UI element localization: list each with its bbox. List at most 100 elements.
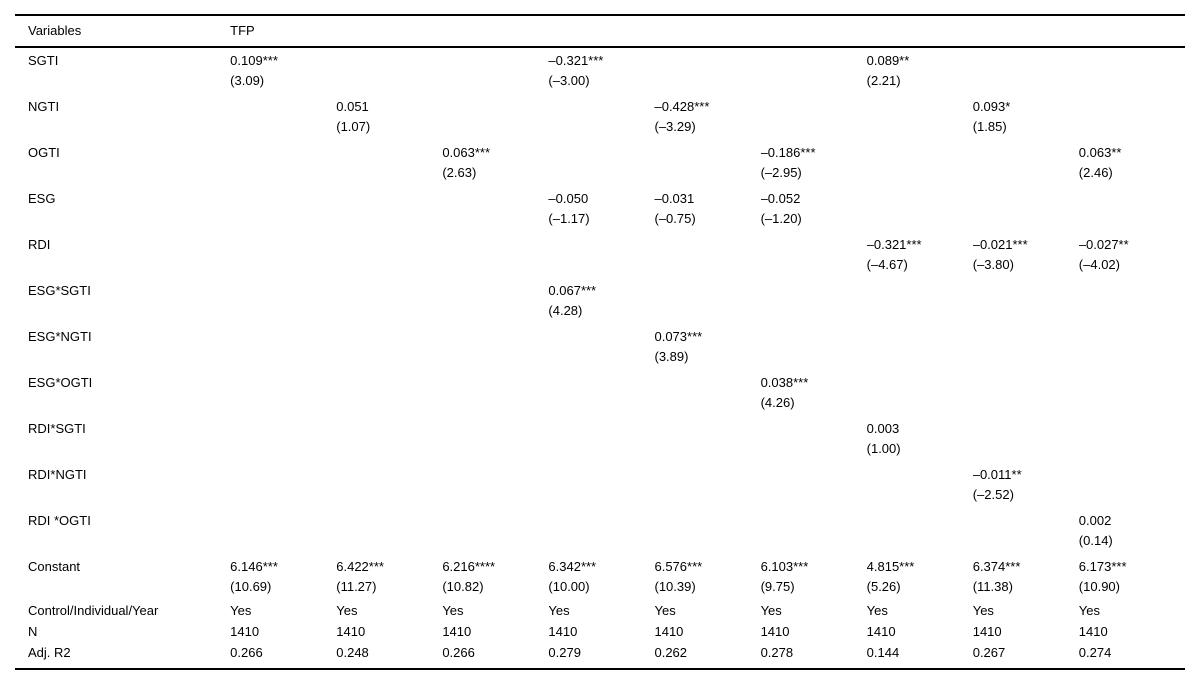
t-statistic: (2.46) — [1078, 165, 1113, 180]
coefficient-value: –0.428*** — [654, 99, 710, 114]
table-row: RDI *OGTI 0.002 (0.14) — [15, 508, 1185, 554]
t-statistic: (10.39) — [654, 579, 696, 594]
coefficient-cell — [654, 232, 760, 278]
coefficient-cell — [230, 508, 336, 554]
row-label: N — [28, 624, 38, 639]
coefficient-value: –0.050 — [548, 191, 589, 206]
coefficient-value: –0.031 — [654, 191, 695, 206]
coefficient-cell — [867, 324, 973, 370]
coefficient-cell — [442, 47, 548, 94]
coefficient-value: 0.073*** — [654, 329, 703, 344]
coefficient-cell — [230, 462, 336, 508]
coefficient-cell — [442, 94, 548, 140]
coefficient-value: 6.422*** — [336, 559, 384, 574]
coefficient-cell — [548, 462, 654, 508]
coefficient-cell — [1079, 324, 1185, 370]
table-row: ESG*SGTI 0.067*** (4.28) — [15, 278, 1185, 324]
coefficient-cell — [1079, 416, 1185, 462]
footer-value-cell: 1410 — [230, 624, 260, 639]
regression-table: Variables TFP SGTI 0.109*** (3.09) –0.321**… — [15, 14, 1185, 670]
t-statistic: (10.69) — [230, 579, 272, 594]
coefficient-cell — [654, 370, 760, 416]
t-statistic: (–4.67) — [866, 257, 908, 272]
coefficient-cell — [548, 416, 654, 462]
coefficient-cell — [761, 508, 867, 554]
coefficient-cell: –0.021*** (–3.80) — [973, 232, 1079, 278]
coefficient-cell — [548, 508, 654, 554]
coefficient-cell: –0.027** (–4.02) — [1079, 232, 1185, 278]
coefficient-cell — [336, 508, 442, 554]
coefficient-value: –0.052 — [760, 191, 801, 206]
coefficient-value: 0.002 — [1078, 513, 1112, 528]
row-label: ESG*OGTI — [28, 375, 93, 390]
row-label: ESG — [28, 191, 56, 206]
coefficient-cell: 0.073*** (3.89) — [654, 324, 760, 370]
coefficient-cell: 0.067*** (4.28) — [548, 278, 654, 324]
t-statistic: (1.00) — [866, 441, 901, 456]
t-statistic: (3.89) — [654, 349, 689, 364]
table-row: ESG*OGTI 0.038*** (4.26) — [15, 370, 1185, 416]
footer-value-cell: 1410 — [760, 624, 790, 639]
coefficient-cell — [654, 278, 760, 324]
footer-value-cell: Yes — [442, 603, 464, 618]
coefficient-cell: 0.063** (2.46) — [1079, 140, 1185, 186]
coefficient-cell — [654, 416, 760, 462]
coefficient-value: 0.089** — [866, 53, 910, 68]
coefficient-cell — [336, 462, 442, 508]
row-label: OGTI — [28, 145, 60, 160]
footer-value-cell: 0.279 — [548, 645, 581, 660]
t-statistic: (–2.52) — [972, 487, 1014, 502]
table-row: OGTI 0.063*** (2.63) –0.186*** (–2.95) 0.063*… — [15, 140, 1185, 186]
coefficient-cell — [973, 370, 1079, 416]
footer-value-cell: Yes — [866, 603, 888, 618]
t-statistic: (3.09) — [230, 73, 265, 88]
coefficient-cell — [442, 324, 548, 370]
coefficient-cell — [973, 416, 1079, 462]
row-label: ESG*NGTI — [28, 329, 92, 344]
coefficient-cell — [867, 140, 973, 186]
table-row: SGTI 0.109*** (3.09) –0.321*** (–3.00) 0.089*… — [15, 47, 1185, 94]
t-statistic: (1.07) — [336, 119, 371, 134]
t-statistic: (0.14) — [1078, 533, 1113, 548]
table-row: ESG –0.050 (–1.17) –0.031 (–0.75) –0.052 (–1.2… — [15, 186, 1185, 232]
coefficient-cell: –0.321*** (–4.67) — [867, 232, 973, 278]
coefficient-value: 6.374*** — [972, 559, 1021, 574]
coefficient-cell — [230, 232, 336, 278]
coefficient-cell: –0.052 (–1.20) — [761, 186, 867, 232]
coefficient-cell — [1079, 94, 1185, 140]
coefficient-cell: –0.186*** (–2.95) — [761, 140, 867, 186]
coefficient-cell: 4.815*** (5.26) — [867, 554, 973, 600]
coefficient-cell — [230, 324, 336, 370]
coefficient-cell — [761, 416, 867, 462]
t-statistic: (9.75) — [760, 579, 795, 594]
coefficient-cell — [336, 232, 442, 278]
coefficient-cell — [867, 278, 973, 324]
table-row: RDI*SGTI 0.003 (1.00) — [15, 416, 1185, 462]
coefficient-cell — [973, 186, 1079, 232]
coefficient-value: –0.027** — [1078, 237, 1129, 252]
coefficient-cell — [761, 47, 867, 94]
coefficient-cell: 0.003 (1.00) — [867, 416, 973, 462]
footer-value-cell: Yes — [1078, 603, 1101, 618]
coefficient-cell — [442, 186, 548, 232]
coefficient-value: 0.051 — [336, 99, 369, 114]
coefficient-value: 6.576*** — [654, 559, 703, 574]
footer-value-cell: Yes — [760, 603, 782, 618]
coefficient-cell — [336, 186, 442, 232]
coefficient-cell: 6.216**** (10.82) — [442, 554, 548, 600]
row-label: SGTI — [28, 53, 59, 68]
coefficient-cell — [867, 370, 973, 416]
coefficient-cell — [867, 462, 973, 508]
coefficient-cell: 0.002 (0.14) — [1079, 508, 1185, 554]
coefficient-value: 0.038*** — [760, 375, 809, 390]
table-row: N 1410 1410 1410 1410 1410 1410 1410 1410 1410 — [15, 621, 1185, 642]
footer-value-cell: 0.274 — [1078, 645, 1112, 660]
dependent-variable-header: TFP — [230, 15, 337, 48]
table-row: ESG*NGTI 0.073*** (3.89) — [15, 324, 1185, 370]
coefficient-cell — [230, 370, 336, 416]
coefficient-cell — [1079, 462, 1185, 508]
coefficient-value: –0.186*** — [760, 145, 816, 160]
coefficient-cell: 6.146*** (10.69) — [230, 554, 336, 600]
row-label: RDI *OGTI — [28, 513, 91, 528]
coefficient-cell — [548, 94, 654, 140]
